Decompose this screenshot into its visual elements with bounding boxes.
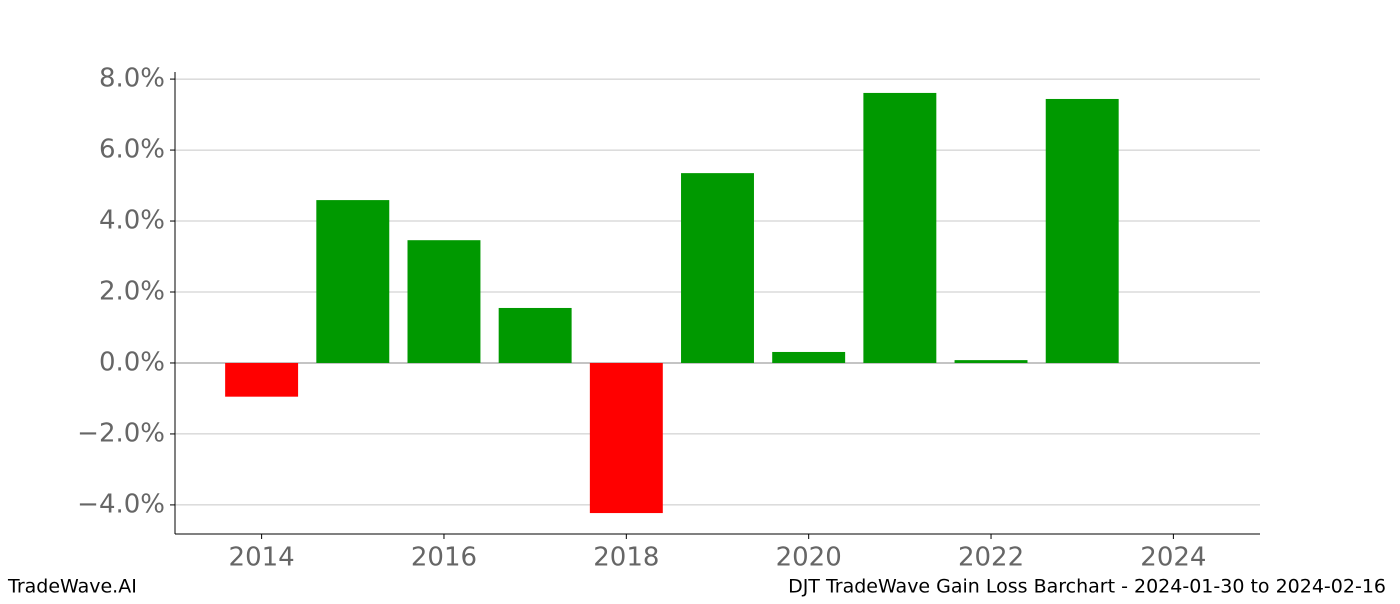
bar <box>589 362 663 514</box>
x-tick-label: 2024 <box>1140 543 1206 573</box>
y-tick-label: 6.0% <box>99 135 165 165</box>
y-tick-label: 8.0% <box>99 64 165 94</box>
bar <box>498 307 572 363</box>
y-tick-label: −4.0% <box>77 489 165 519</box>
x-tick-label: 2018 <box>593 543 659 573</box>
bar <box>225 362 299 397</box>
bar <box>954 360 1028 363</box>
bar <box>1045 98 1119 363</box>
chart-title: DJT TradeWave Gain Loss Barchart - 2024-… <box>788 576 1386 598</box>
x-tick-label: 2014 <box>229 543 295 573</box>
x-tick-label: 2020 <box>776 543 842 573</box>
y-tick-label: 4.0% <box>99 206 165 236</box>
y-tick-label: 0.0% <box>99 347 165 377</box>
y-tick-label: −2.0% <box>77 418 165 448</box>
bar <box>772 351 846 363</box>
y-tick-label: 2.0% <box>99 277 165 307</box>
x-tick-label: 2016 <box>411 543 477 573</box>
bar <box>316 200 390 363</box>
bar <box>407 240 481 363</box>
bar <box>681 173 754 363</box>
x-tick-label: 2022 <box>958 543 1024 573</box>
brand: TradeWave.AI <box>7 576 137 598</box>
bar <box>863 92 937 363</box>
